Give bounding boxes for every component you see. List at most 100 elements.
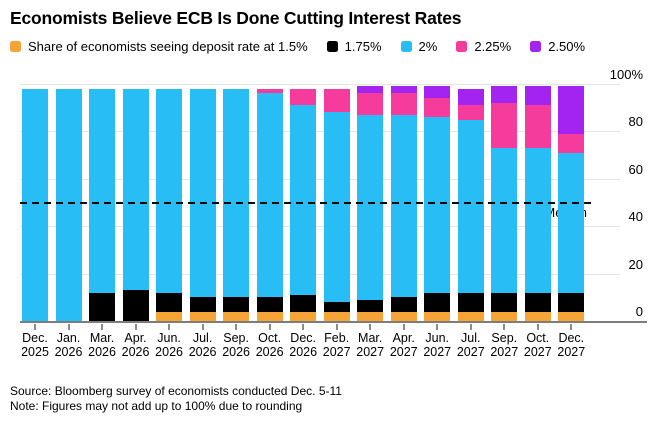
- x-tick: [268, 324, 271, 330]
- bar-segment-2%: [491, 147, 518, 293]
- x-axis-label: Jul. 2027: [456, 331, 485, 359]
- bar-segment-2.50%: [390, 86, 417, 94]
- x-tick: [335, 324, 338, 330]
- bar-segment-2.50%: [424, 86, 451, 99]
- bar-segment-2%: [122, 88, 149, 291]
- y-gridline: [20, 178, 620, 180]
- bar-segment-2%: [558, 152, 585, 293]
- legend-label: 2.25%: [474, 39, 512, 54]
- x-tick: [168, 324, 171, 330]
- legend-swatch-icon: [530, 41, 542, 52]
- x-tick: [536, 324, 539, 330]
- y-gridline: [20, 84, 620, 85]
- bar-segment-1.75%: [524, 292, 551, 312]
- legend-item: 2%: [400, 39, 438, 54]
- bar-segment-1.75%: [290, 294, 317, 312]
- bar-segment-2%: [89, 88, 116, 293]
- source-note: Source: Bloomberg survey of economists c…: [10, 384, 342, 398]
- median-line: [20, 201, 593, 204]
- bar-segment-1.5%: [424, 311, 451, 321]
- y-gridline: [20, 273, 620, 275]
- bar-segment-1.75%: [122, 290, 149, 321]
- x-tick: [134, 324, 137, 330]
- x-tick: [402, 324, 405, 330]
- y-axis-label: 80: [628, 114, 643, 130]
- bar-segment-1.75%: [223, 297, 250, 312]
- legend: Share of economists seeing deposit rate …: [10, 39, 585, 54]
- y-axis-label: 60: [628, 161, 643, 177]
- bar-segment-2.25%: [558, 133, 585, 153]
- legend-item: 2.25%: [456, 39, 511, 54]
- bar-segment-2.50%: [558, 86, 585, 134]
- x-axis-label: Apr. 2026: [121, 331, 150, 359]
- bar-segment-2%: [424, 117, 451, 293]
- bar-segment-2.50%: [357, 86, 384, 94]
- x-axis-label: Oct. 2027: [523, 331, 552, 359]
- y-axis-label: 20: [628, 256, 643, 272]
- x-axis-label: Dec. 2025: [21, 331, 49, 359]
- bar-segment-2.25%: [256, 88, 283, 94]
- legend-item: 1.75%: [326, 39, 382, 54]
- x-axis-label: Feb. 2027: [322, 331, 351, 359]
- x-axis-label: Dec. 2027: [557, 331, 586, 359]
- bar-segment-1.5%: [558, 311, 585, 321]
- bar-segment-2.25%: [457, 105, 484, 120]
- rounding-note: Note: Figures may not add up to 100% due…: [10, 399, 303, 414]
- legend-swatch-icon: [326, 41, 338, 52]
- x-axis-line: [20, 321, 647, 323]
- x-tick: [302, 324, 305, 330]
- bar-segment-1.75%: [156, 292, 183, 312]
- bar-segment-1.75%: [491, 292, 518, 312]
- bar-segment-1.5%: [223, 311, 250, 321]
- x-axis-label: Jul. 2026: [188, 331, 217, 359]
- x-tick: [570, 324, 573, 330]
- x-tick: [235, 324, 238, 330]
- bar-segment-2.25%: [491, 102, 518, 148]
- bar-segment-2%: [390, 114, 417, 298]
- bar-segment-1.75%: [323, 302, 350, 312]
- bar-segment-2.50%: [524, 86, 551, 106]
- bar-segment-2%: [55, 88, 82, 321]
- bar-segment-2%: [524, 147, 551, 293]
- x-axis-label: Jan. 2026: [54, 331, 83, 359]
- legend-swatch-icon: [10, 41, 21, 52]
- bar-segment-2.25%: [357, 93, 384, 115]
- bar-segment-2%: [189, 88, 216, 298]
- x-axis-label: Dec. 2026: [289, 331, 318, 359]
- y-axis-label: 100%: [609, 67, 643, 82]
- x-axis-label: Sep. 2027: [490, 331, 519, 359]
- bar-segment-1.75%: [256, 297, 283, 312]
- bar-segment-1.75%: [390, 297, 417, 312]
- bar-segment-2%: [290, 105, 317, 295]
- x-axis-label: Mar. 2027: [356, 331, 385, 359]
- legend-label: Share of economists seeing deposit rate …: [28, 39, 308, 54]
- bar-segment-2.25%: [323, 88, 350, 113]
- chart-title: Economists Believe ECB Is Done Cutting I…: [10, 8, 462, 28]
- x-tick: [34, 324, 36, 330]
- x-tick: [469, 324, 472, 330]
- bar-segment-2.50%: [457, 88, 484, 106]
- bar-segment-1.75%: [357, 299, 384, 312]
- bar-segment-1.5%: [357, 311, 384, 321]
- x-axis-label: Mar. 2026: [88, 331, 116, 359]
- x-tick: [67, 324, 70, 330]
- y-gridline: [20, 226, 620, 228]
- bar-segment-2.25%: [424, 98, 451, 118]
- legend-label: 2%: [418, 39, 438, 54]
- legend-item: Share of economists seeing deposit rate …: [10, 39, 308, 54]
- y-gridline: [20, 131, 620, 133]
- bar-segment-1.5%: [457, 311, 484, 321]
- bar-segment-2%: [357, 114, 384, 300]
- bar-segment-2.25%: [524, 105, 551, 148]
- bar-segment-2%: [323, 112, 350, 303]
- x-axis-label: Jun. 2026: [155, 331, 183, 359]
- x-axis-label: Jun. 2027: [423, 331, 452, 359]
- footer: Source: Bloomberg survey of economists c…: [10, 384, 342, 414]
- bar-segment-2%: [223, 88, 250, 298]
- bar-segment-1.5%: [491, 311, 518, 321]
- x-tick: [503, 324, 506, 330]
- bar-segment-1.75%: [558, 292, 585, 312]
- y-axis-label: 0: [635, 304, 643, 319]
- bar-segment-2%: [156, 88, 183, 293]
